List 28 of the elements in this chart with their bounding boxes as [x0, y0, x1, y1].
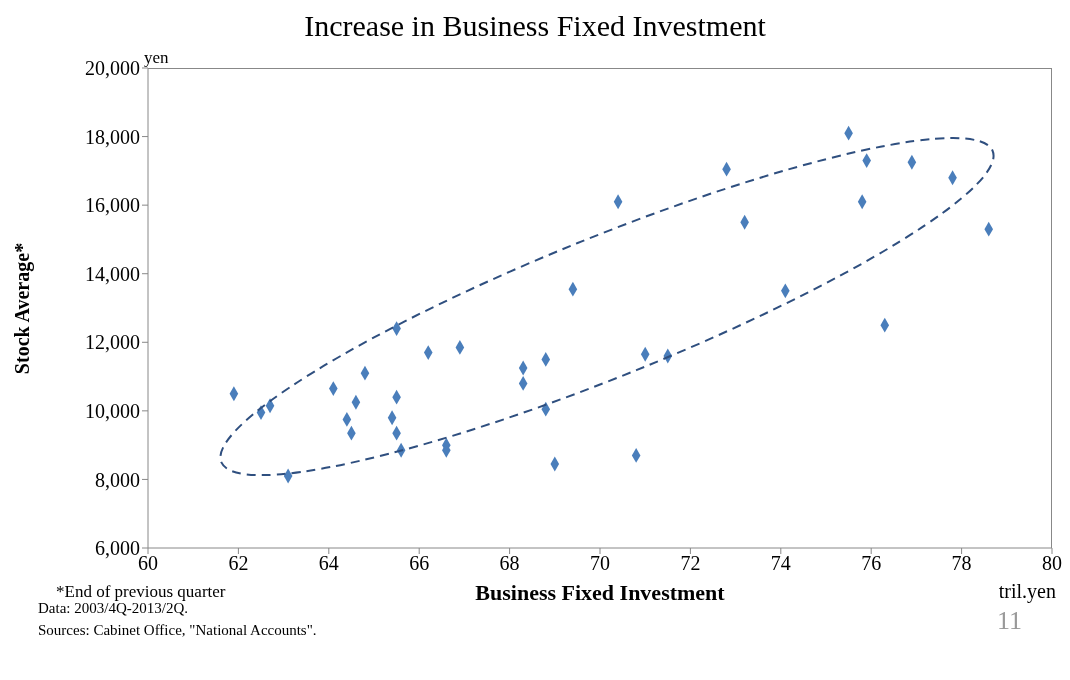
x-axis-title: Business Fixed Investment	[475, 580, 725, 605]
x-tick-label: 62	[228, 552, 249, 575]
chart-title: Increase in Business Fixed Investment	[303, 8, 767, 44]
y-tick-label: 8,000	[95, 468, 140, 491]
x-tick-label: 64	[318, 552, 339, 575]
x-tick-label: 72	[680, 552, 701, 575]
x-tick-label: 66	[409, 552, 430, 575]
y-tick-label: 18,000	[85, 125, 140, 148]
x-tick-label: 60	[138, 552, 158, 575]
text: 11	[996, 606, 1022, 636]
y-tick-label: 12,000	[85, 331, 140, 354]
text: tril.yen	[998, 580, 1056, 603]
y-tick-label: 20,000	[85, 57, 140, 80]
text: Data: 2003/4Q-2013/2Q.	[38, 600, 188, 617]
text: yen	[144, 48, 169, 68]
x-tick-label: 76	[861, 552, 882, 575]
y-tick-label: 14,000	[85, 262, 140, 285]
y-axis-title: Stock Average*	[11, 242, 35, 374]
text: *End of previous quarter	[56, 582, 226, 602]
y-tick-label: 16,000	[85, 194, 140, 217]
source-note: Sources: Cabinet Office, "National Accounts".	[38, 622, 317, 639]
x-tick-label: 80	[1042, 552, 1062, 575]
x-tick-label: 74	[770, 552, 791, 575]
y-tick-label: 10,000	[85, 399, 140, 422]
x-tick-label: 70	[590, 552, 610, 575]
x-tick-label: 68	[499, 552, 520, 575]
x-tick-label: 78	[951, 552, 972, 575]
y-tick-label: 6,000	[95, 537, 140, 560]
